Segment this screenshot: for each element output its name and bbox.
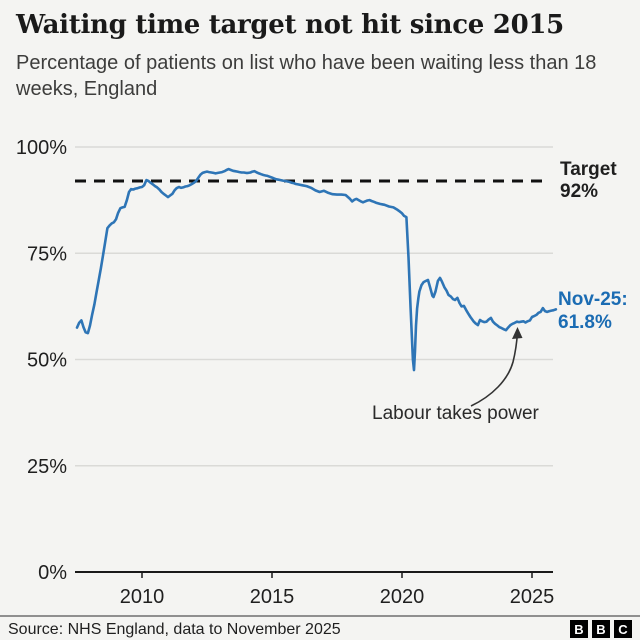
- latest-value-percent: 61.8%: [558, 312, 612, 333]
- event-arrowhead-icon: [512, 327, 523, 339]
- y-axis-tick-label: 25%: [27, 456, 67, 478]
- footer-bar: Source: NHS England, data to November 20…: [0, 615, 640, 640]
- target-annotation-value: 92%: [560, 181, 599, 202]
- x-axis-tick-label: 2010: [120, 586, 165, 608]
- y-axis-tick-label: 75%: [27, 243, 67, 265]
- target-annotation-title: Target: [560, 159, 617, 180]
- latest-value-annotation: Nov-25: 61.8%: [558, 288, 628, 334]
- bbc-logo: B B C: [570, 620, 632, 638]
- bbc-logo-letter: C: [614, 620, 632, 638]
- bbc-logo-letter: B: [570, 620, 588, 638]
- event-arrow: [470, 331, 519, 407]
- x-axis-tick-label: 2020: [380, 586, 425, 608]
- bbc-logo-letter: B: [592, 620, 610, 638]
- target-annotation: Target 92%: [560, 159, 617, 203]
- y-axis-tick-label: 100%: [16, 137, 67, 159]
- event-annotation: Labour takes power: [372, 403, 539, 424]
- latest-value-date: Nov-25:: [558, 289, 628, 310]
- chart-plot: 0% 25% 50% 75% 100% 2010 2015 2020 2025: [16, 137, 558, 608]
- source-text: Source: NHS England, data to November 20…: [8, 621, 341, 638]
- y-axis-tick-label: 0%: [38, 562, 67, 584]
- x-axis-tick-label: 2015: [250, 586, 295, 608]
- x-axis-tick-label: 2025: [510, 586, 555, 608]
- chart-title: Waiting time target not hit since 2015: [16, 10, 564, 40]
- chart-subtitle: Percentage of patients on list who have …: [16, 52, 597, 100]
- series-line-waiting-times: [75, 167, 558, 372]
- y-axis-tick-label: 50%: [27, 350, 67, 372]
